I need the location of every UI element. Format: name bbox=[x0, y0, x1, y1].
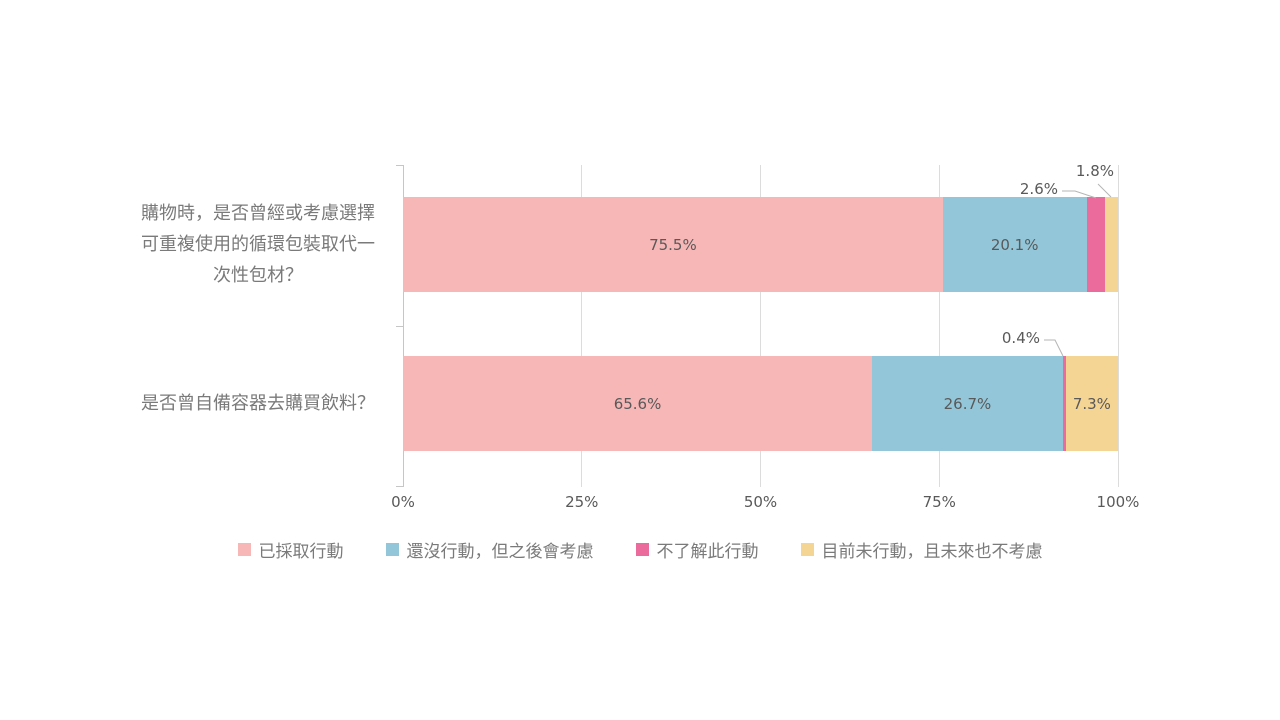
bar-segment: 75.5% bbox=[403, 197, 943, 292]
bar-row: 75.5% 20.1% bbox=[403, 197, 1118, 292]
x-tick-label: 0% bbox=[391, 493, 415, 511]
bar-segment bbox=[1086, 197, 1106, 292]
y-axis-tick bbox=[396, 326, 403, 327]
data-label-callout: 2.6% bbox=[1019, 180, 1058, 198]
x-tick-label: 75% bbox=[922, 493, 956, 511]
legend-label: 已採取行動 bbox=[258, 542, 344, 562]
bar-segment: 26.7% bbox=[872, 356, 1063, 451]
legend-label: 不了解此行動 bbox=[656, 542, 759, 562]
bar-segment bbox=[1105, 197, 1118, 292]
bar-segment bbox=[1062, 356, 1066, 451]
legend-item: 已採取行動 bbox=[237, 537, 344, 562]
y-axis-tick bbox=[396, 486, 403, 487]
bar-segment: 20.1% bbox=[942, 197, 1087, 292]
data-label-inside: 65.6% bbox=[613, 394, 662, 413]
category-label-1: 購物時，是否曾經或考慮選擇 可重複使用的循環包裝取代一 次性包材？ bbox=[121, 197, 395, 292]
plot-area: 0% 25% 50% 75% 100% 75.5% 20.1% 65.6% 26.7% 7.3% bbox=[391, 165, 1139, 511]
y-axis-line bbox=[402, 165, 404, 487]
x-gridline bbox=[581, 165, 583, 487]
category-label-line: 購物時，是否曾經或考慮選擇 bbox=[141, 203, 375, 224]
data-label-callout: 0.4% bbox=[1001, 329, 1040, 347]
data-label-inside: 26.7% bbox=[943, 394, 992, 413]
x-gridline bbox=[938, 165, 940, 487]
bar-row: 65.6% 26.7% 7.3% bbox=[403, 356, 1118, 451]
bar-segment: 7.3% bbox=[1065, 356, 1118, 451]
bar-segment: 65.6% bbox=[403, 356, 873, 451]
legend-label: 還沒行動，但之後會考慮 bbox=[406, 542, 594, 562]
legend-item: 不了解此行動 bbox=[635, 537, 759, 562]
category-label-line: 是否曾自備容器去購買飲料？ bbox=[141, 393, 375, 414]
legend-item: 目前未行動，且未來也不考慮 bbox=[800, 537, 1043, 562]
x-tick-label: 25% bbox=[565, 493, 599, 511]
legend-swatch-icon bbox=[385, 543, 399, 556]
x-gridline bbox=[1117, 165, 1119, 487]
category-label-line: 次性包材？ bbox=[213, 265, 303, 286]
legend-swatch-icon bbox=[237, 543, 251, 556]
x-tick-label: 50% bbox=[743, 493, 778, 511]
data-label-callout: 1.8% bbox=[1075, 162, 1114, 180]
category-label-2: 是否曾自備容器去購買飲料？ bbox=[121, 356, 395, 451]
legend-swatch-icon bbox=[635, 543, 649, 556]
data-label-inside: 20.1% bbox=[990, 235, 1039, 254]
legend-item: 還沒行動，但之後會考慮 bbox=[385, 537, 594, 562]
y-axis-tick bbox=[396, 165, 403, 166]
x-tick-label: 100% bbox=[1096, 493, 1140, 511]
data-label-inside: 75.5% bbox=[649, 235, 697, 254]
category-label-line: 可重複使用的循環包裝取代一 bbox=[141, 234, 375, 255]
data-label-inside: 7.3% bbox=[1072, 394, 1111, 413]
chart-legend: 已採取行動 還沒行動，但之後會考慮 不了解此行動 目前未行動，且未來也不考慮 bbox=[0, 537, 1280, 562]
legend-label: 目前未行動，且未來也不考慮 bbox=[821, 542, 1043, 562]
legend-swatch-icon bbox=[800, 543, 814, 556]
x-gridline bbox=[760, 165, 761, 487]
